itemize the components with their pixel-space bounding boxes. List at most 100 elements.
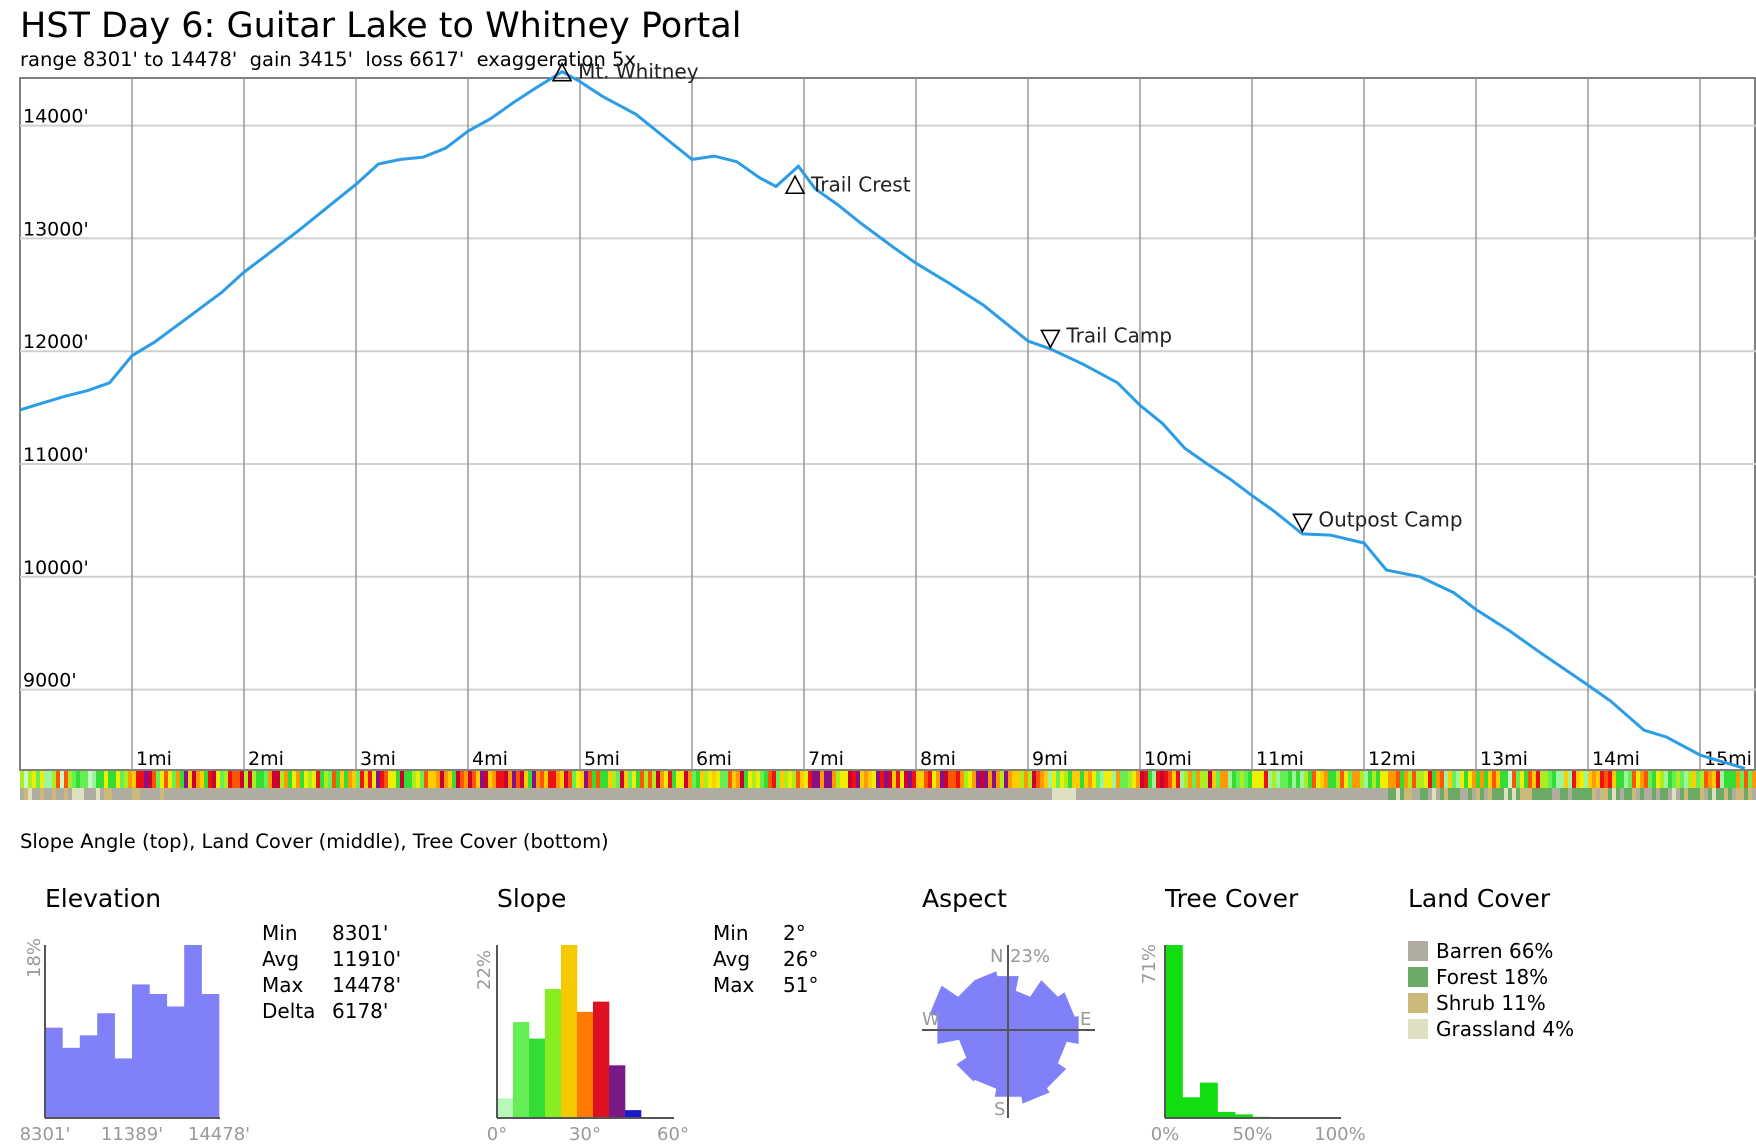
slope-strip-cell (808, 771, 812, 788)
land-cover-strip-cell (476, 788, 480, 800)
aspect-panel-title: Aspect (922, 884, 1007, 913)
slope-strip-cell (360, 771, 364, 788)
y-tick-label: 10000' (23, 557, 89, 579)
slope-strip-cell (72, 771, 76, 788)
slope-strip-cell (988, 771, 992, 788)
slope-strip-cell (1156, 771, 1160, 788)
slope-strip-cell (1124, 771, 1128, 788)
land-cover-strip-cell (1312, 788, 1316, 800)
x-tick-label: 12mi (1368, 748, 1416, 770)
land-cover-strip-cell (700, 788, 704, 800)
land-cover-strip-cell (1692, 788, 1696, 800)
land-cover-strip-cell (1236, 788, 1240, 800)
land-cover-strip-cell (1632, 788, 1636, 800)
land-cover-strip-cell (868, 788, 872, 800)
land-cover-strip-cell (1676, 788, 1680, 800)
land-cover-strip-cell (1740, 788, 1744, 800)
land-cover-strip-cell (1240, 788, 1244, 800)
land-cover-strip-cell (1404, 788, 1408, 800)
land-cover-strip-cell (192, 788, 196, 800)
slope-strip-cell (1336, 771, 1340, 788)
land-cover-strip-cell (1332, 788, 1336, 800)
slope-strip-cell (1448, 771, 1452, 788)
slope-strip-cell (692, 771, 696, 788)
slope-strip-cell (880, 771, 884, 788)
land-cover-strip-cell (1112, 788, 1116, 800)
slope-strip-cell (1128, 771, 1132, 788)
land-cover-strip-cell (1612, 788, 1616, 800)
land-cover-strip-cell (1540, 788, 1544, 800)
slope-strip-cell (440, 771, 444, 788)
y-tick-label: 12000' (23, 331, 89, 353)
land-cover-strip-cell (948, 788, 952, 800)
slope-strip-cell (796, 771, 800, 788)
land-cover-strip-cell (768, 788, 772, 800)
slope-strip-cell (716, 771, 720, 788)
slope-strip-cell (684, 771, 688, 788)
land-cover-strip-cell (152, 788, 156, 800)
elevation-histogram-max-label: 18% (24, 938, 45, 978)
slope-strip-cell (748, 771, 752, 788)
land-cover-strip-cell (620, 788, 624, 800)
slope-strip-cell (1208, 771, 1212, 788)
slope-strip-cell (1312, 771, 1316, 788)
land-cover-strip-cell (1492, 788, 1496, 800)
histogram-bar (201, 994, 220, 1118)
slope-strip-cell (1656, 771, 1660, 788)
slope-strip-cell (476, 771, 480, 788)
land-cover-strip-cell (1644, 788, 1648, 800)
slope-strip-cell (1436, 771, 1440, 788)
histogram-x-tick-label: 60° (657, 1124, 689, 1145)
land-cover-strip-cell (456, 788, 460, 800)
histogram-x-tick-label: 30° (569, 1124, 601, 1145)
land-cover-strip-cell (688, 788, 692, 800)
slope-strip-cell (1168, 771, 1172, 788)
land-cover-strip-cell (368, 788, 372, 800)
slope-strip-cell (236, 771, 240, 788)
land-cover-strip-cell (488, 788, 492, 800)
land-cover-strip-cell (1164, 788, 1168, 800)
land-cover-strip-cell (392, 788, 396, 800)
slope-strip-cell (1356, 771, 1360, 788)
slope-strip-cell (812, 771, 816, 788)
slope-strip-cell (1160, 771, 1164, 788)
slope-strip-cell (1608, 771, 1612, 788)
slope-strip-cell (580, 771, 584, 788)
land-cover-strip-cell (1056, 788, 1060, 800)
rose-direction-label: S (994, 1099, 1005, 1120)
land-cover-strip-cell (300, 788, 304, 800)
slope-strip-cell (540, 771, 544, 788)
slope-strip-cell (1732, 771, 1736, 788)
land-cover-strip-cell (964, 788, 968, 800)
land-cover-strip-cell (316, 788, 320, 800)
slope-strip-cell (940, 771, 944, 788)
slope-strip-cell (1544, 771, 1548, 788)
slope-strip-cell (752, 771, 756, 788)
land-cover-strip-cell (972, 788, 976, 800)
slope-strip-cell (960, 771, 964, 788)
elevation-line (19, 69, 1746, 770)
slope-panel-title: Slope (497, 884, 566, 913)
slope-strip-cell (1460, 771, 1464, 788)
land-cover-strip-cell (1032, 788, 1036, 800)
slope-strip-cell (872, 771, 876, 788)
slope-strip-cell (956, 771, 960, 788)
land-cover-panel: Land Cover Barren 66%Forest 18%Shrub 11%… (1408, 884, 1574, 1041)
slope-strip-cell (328, 771, 332, 788)
slope-strip-cell (1648, 771, 1652, 788)
land-cover-strip-cell (1572, 788, 1576, 800)
land-cover-strip-cell (1432, 788, 1436, 800)
slope-strip-cell (1524, 771, 1528, 788)
land-cover-strip-cell (432, 788, 436, 800)
land-cover-strip-cell (1008, 788, 1012, 800)
slope-strip-cell (1752, 771, 1756, 788)
waypoint-label: Trail Crest (810, 172, 911, 196)
slope-strip-cell (712, 771, 716, 788)
land-cover-strip-cell (1680, 788, 1684, 800)
slope-strip-cell (1644, 771, 1648, 788)
histogram-x-tick-label: 50% (1232, 1124, 1272, 1145)
land-cover-strip-cell (296, 788, 300, 800)
land-cover-strip-cell (1476, 788, 1480, 800)
land-cover-strip-cell (1144, 788, 1148, 800)
slope-strip-cell (500, 771, 504, 788)
